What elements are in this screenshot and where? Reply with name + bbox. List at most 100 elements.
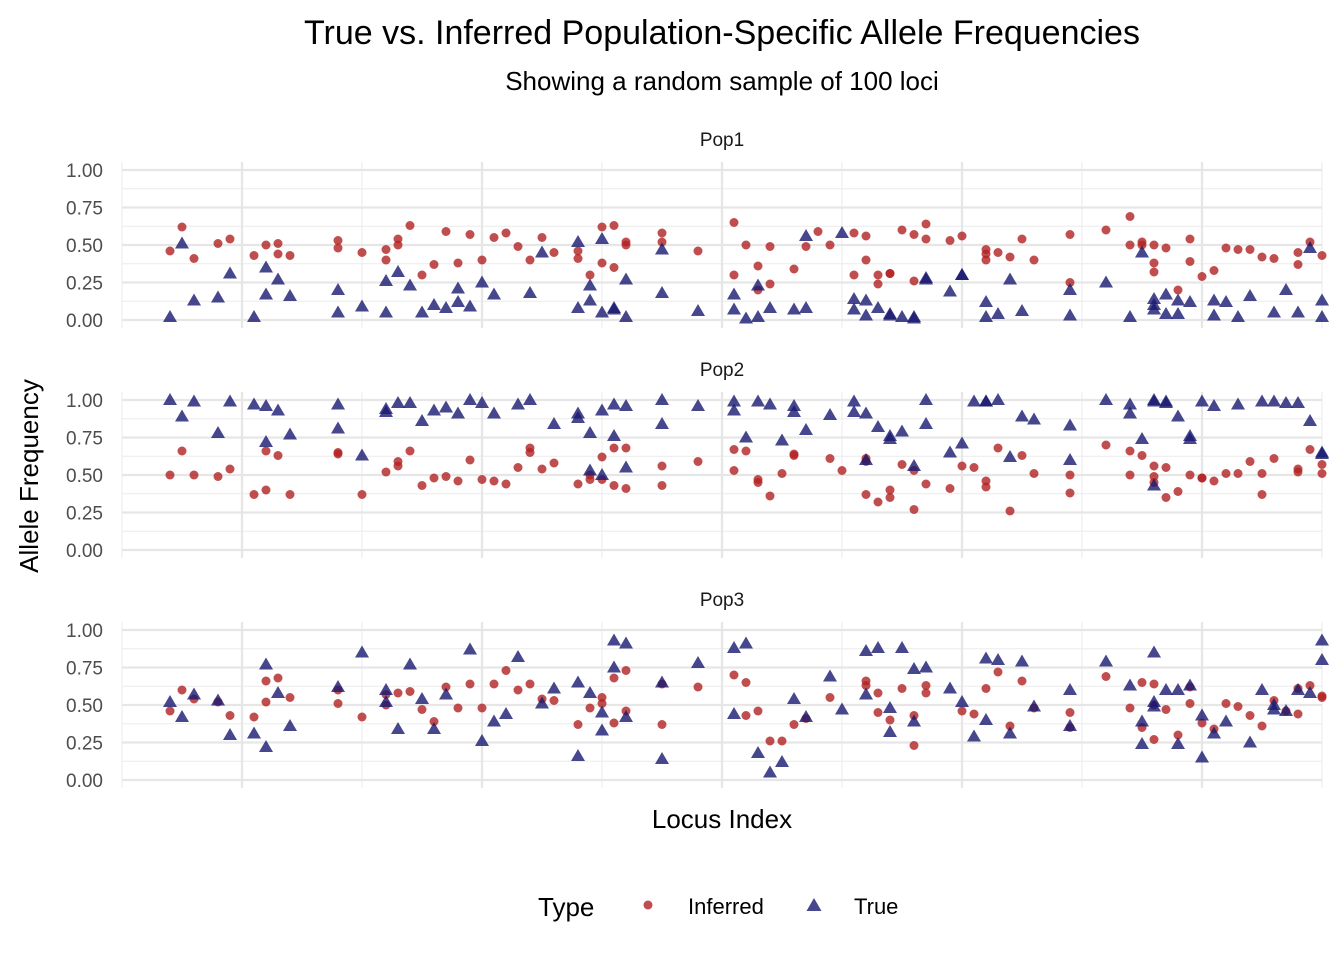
data-point-inferred — [225, 711, 235, 720]
data-point-inferred — [453, 258, 463, 268]
data-point-inferred — [1185, 234, 1195, 244]
data-point-inferred — [261, 485, 271, 495]
chart-subtitle: Showing a random sample of 100 loci — [505, 66, 939, 96]
data-point-true — [727, 403, 741, 416]
data-point-inferred — [249, 251, 259, 260]
data-point-true — [487, 406, 501, 419]
data-point-inferred — [1269, 254, 1279, 263]
data-point-true — [619, 272, 633, 285]
data-point-true — [1207, 399, 1221, 411]
data-point-inferred — [1137, 237, 1147, 247]
legend-title: Type — [538, 892, 594, 922]
data-point-inferred — [765, 279, 775, 289]
data-point-inferred — [1125, 446, 1135, 456]
data-point-true — [691, 656, 705, 668]
data-point-true — [619, 710, 633, 722]
data-point-true — [379, 274, 393, 286]
data-point-true — [391, 396, 405, 408]
data-point-inferred — [1173, 730, 1183, 740]
data-point-inferred — [1233, 702, 1243, 711]
data-point-inferred — [597, 222, 607, 232]
data-point-inferred — [657, 461, 667, 471]
data-point-inferred — [525, 448, 535, 457]
data-point-inferred — [1101, 440, 1111, 450]
data-point-inferred — [609, 263, 619, 272]
data-point-true — [1015, 654, 1029, 667]
data-point-true — [211, 290, 225, 303]
data-point-true — [1171, 307, 1185, 319]
data-point-true — [751, 310, 765, 322]
data-point-true — [439, 301, 453, 313]
data-point-true — [1171, 293, 1185, 306]
data-point-inferred — [1209, 476, 1219, 486]
data-point-inferred — [909, 276, 919, 286]
data-point-true — [271, 272, 285, 285]
data-point-true — [871, 641, 885, 653]
data-point-true — [1123, 678, 1137, 691]
data-point-inferred — [861, 255, 871, 265]
panel-pop2: Pop2 0.00 0.25 0.50 0.75 1.00 — [66, 360, 1329, 562]
data-point-inferred — [465, 455, 475, 465]
data-point-true — [511, 397, 525, 410]
data-point-true — [355, 299, 369, 312]
data-point-true — [1243, 735, 1257, 748]
data-point-inferred — [1149, 258, 1159, 268]
data-point-inferred — [429, 260, 439, 269]
data-point-true — [619, 460, 633, 473]
data-point-inferred — [861, 681, 871, 690]
data-point-inferred — [441, 472, 451, 481]
data-point-true — [1099, 275, 1113, 288]
data-point-true — [907, 459, 921, 471]
data-point-inferred — [1197, 473, 1207, 483]
data-point-true — [403, 396, 417, 408]
data-point-true — [1063, 283, 1077, 295]
data-point-inferred — [621, 443, 631, 453]
data-point-inferred — [993, 248, 1003, 257]
data-point-inferred — [885, 485, 895, 495]
chart-title: True vs. Inferred Population-Specific Al… — [304, 14, 1140, 52]
data-point-inferred — [1029, 469, 1039, 478]
data-point-true — [727, 287, 741, 300]
data-point-true — [1207, 726, 1221, 739]
data-point-true — [583, 278, 597, 291]
data-point-true — [1183, 678, 1197, 691]
panel-strip-label: Pop3 — [700, 590, 744, 611]
data-point-true — [571, 675, 585, 688]
data-point-true — [379, 305, 393, 318]
data-point-true — [1279, 396, 1293, 408]
data-point-true — [1195, 394, 1209, 407]
data-point-true — [1171, 409, 1185, 422]
data-point-inferred — [621, 666, 631, 675]
data-point-inferred — [777, 736, 787, 746]
data-point-true — [727, 707, 741, 719]
data-point-true — [223, 394, 237, 407]
data-point-inferred — [489, 476, 499, 486]
y-tick-label: 0.50 — [66, 236, 103, 257]
data-point-inferred — [477, 703, 487, 713]
data-point-true — [907, 662, 921, 674]
data-point-inferred — [741, 711, 751, 720]
data-point-true — [1003, 726, 1017, 739]
data-point-inferred — [333, 236, 343, 245]
data-point-inferred — [777, 469, 787, 478]
data-point-inferred — [393, 234, 403, 244]
data-point-true — [727, 641, 741, 653]
data-point-inferred — [1161, 705, 1171, 714]
data-point-inferred — [261, 697, 271, 707]
data-point-true — [211, 426, 225, 438]
data-point-inferred — [1065, 708, 1075, 717]
data-point-true — [439, 687, 453, 700]
data-point-inferred — [1161, 493, 1171, 502]
data-point-true — [451, 406, 465, 419]
data-point-true — [403, 278, 417, 291]
data-point-true — [1147, 298, 1161, 310]
data-point-true — [655, 393, 669, 405]
data-point-inferred — [981, 255, 991, 265]
data-point-true — [655, 417, 669, 429]
data-point-inferred — [741, 240, 751, 250]
data-point-inferred — [1017, 234, 1027, 244]
data-point-inferred — [693, 682, 703, 692]
data-point-inferred — [957, 461, 967, 471]
legend-true-label: True — [854, 894, 898, 919]
